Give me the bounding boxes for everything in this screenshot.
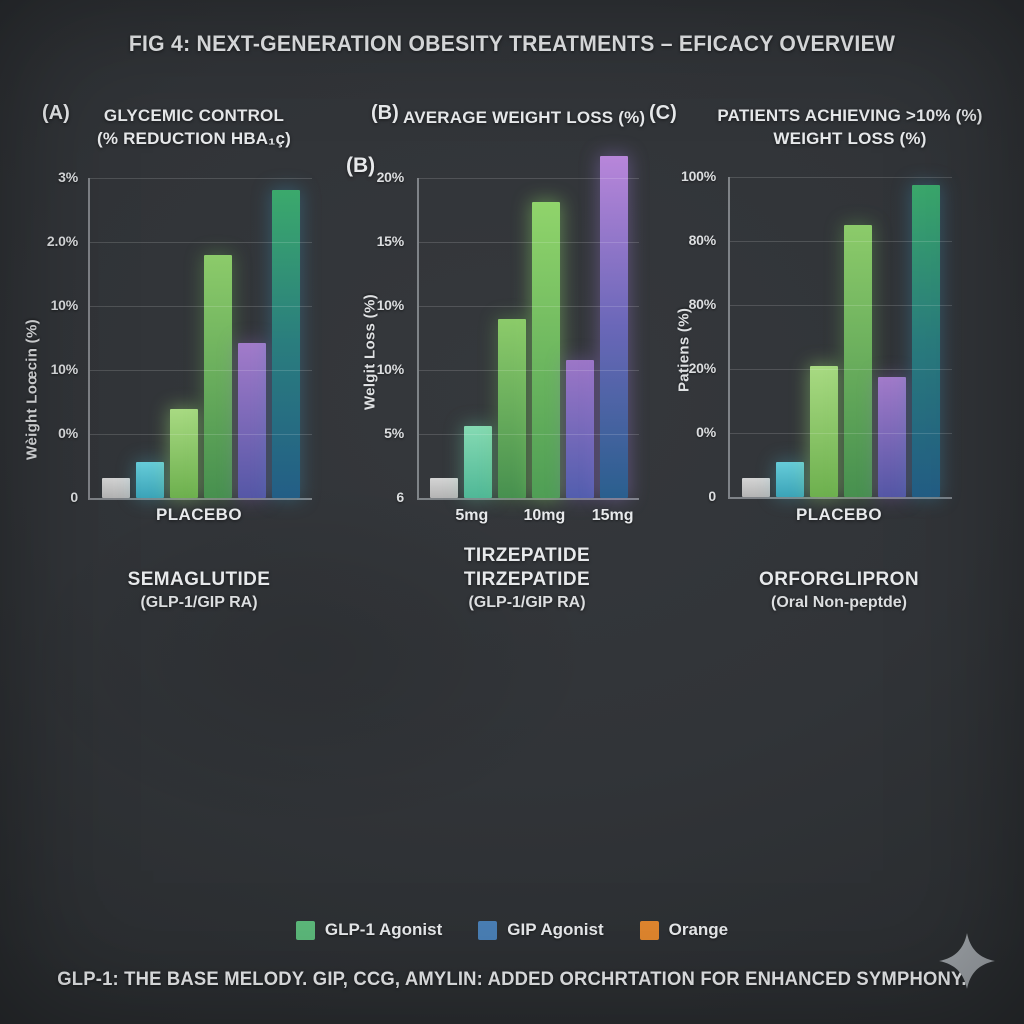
- legend-item: GIP Agonist: [478, 920, 604, 940]
- panel-a-bars: [90, 178, 312, 498]
- teal-bar: [272, 189, 300, 498]
- panel-c-y-ticks: 100% 80% 80% 20% 0% 0: [662, 168, 720, 504]
- purple-bar: [878, 377, 906, 497]
- gridline: [90, 306, 312, 307]
- y-tick-label: 2.0%: [46, 233, 78, 249]
- panel-b-inner-letter: (B): [346, 154, 376, 177]
- mint-bar: [464, 426, 492, 498]
- y-tick-label: 100%: [680, 168, 716, 184]
- panel-a-x-tick: PLACEBO: [156, 505, 242, 524]
- panel-a-y-ticks: 3% 2.0% 10% 10% 0% 0: [28, 169, 82, 505]
- gridline: [419, 242, 639, 243]
- legend-swatch-icon: [478, 920, 498, 940]
- panel-a-caption-sub: (GLP-1/GIP RA): [140, 594, 258, 611]
- green-bar: [498, 318, 526, 498]
- gridline: [419, 370, 639, 371]
- y-tick-label: 0: [70, 489, 78, 505]
- panel-c-caption-name: ORFORGLIPRON: [759, 569, 919, 590]
- gridline: [730, 369, 952, 370]
- gridline: [90, 178, 312, 179]
- teal-bar: [912, 185, 940, 497]
- violet-blue-bar: [600, 155, 628, 498]
- gridline: [730, 433, 952, 434]
- panel-c-title-line1: PATIENTS ACHIEVING >10% (%): [717, 106, 983, 125]
- y-tick-label: 10%: [50, 361, 79, 377]
- legend-label: GLP-1 Agonist: [324, 920, 443, 939]
- y-tick-label: 20%: [376, 169, 405, 185]
- panel-a-caption-name: SEMAGLUTIDE: [127, 569, 271, 590]
- gridline: [730, 177, 952, 178]
- y-tick-label: 10%: [376, 361, 405, 377]
- y-tick-label: 0%: [696, 424, 716, 440]
- cyan-bar: [136, 461, 164, 498]
- light-green-bar: [810, 365, 838, 497]
- y-tick-label: 20%: [688, 360, 717, 376]
- panel-c-title: PATIENTS ACHIEVING >10% (%) WEIGHT LOSS …: [700, 104, 1000, 150]
- gridline: [419, 178, 639, 179]
- green-bar: [204, 254, 232, 498]
- x-tick-label: 10mg: [523, 507, 566, 524]
- x-tick-label: 5mg: [455, 507, 489, 524]
- placebo-bar: [102, 477, 130, 498]
- panel-c-bars: [730, 177, 952, 497]
- panel-a-letter: (A): [42, 102, 70, 124]
- light-green-bar: [170, 409, 198, 498]
- y-tick-label: 6: [396, 489, 404, 505]
- legend-label: GIP Agonist: [507, 920, 604, 939]
- y-tick-label: 80%: [688, 296, 717, 312]
- gridline: [419, 434, 639, 435]
- panel-c-caption-sub: (Oral Non-peptde): [771, 594, 907, 611]
- bright-green-bar: [532, 202, 560, 498]
- gridline: [419, 306, 639, 307]
- panel-b-caption-line2: TIRZEPATIDE: [463, 569, 591, 590]
- panel-b-bars: [419, 155, 639, 498]
- figure-title: FIG 4: NEXT-GENERATION OBESITY TREATMENT…: [128, 31, 896, 56]
- y-tick-label: 10%: [376, 297, 405, 313]
- legend-swatch-icon: [295, 920, 315, 940]
- panel-a-plot: [88, 178, 312, 500]
- panel-b-plot: 5mg 10mg 15mg: [417, 155, 639, 524]
- gridline: [730, 241, 952, 242]
- panel-c-title-line2: WEIGHT LOSS (%): [773, 129, 927, 148]
- legend-label: Orange: [668, 920, 729, 939]
- placebo-bar: [742, 477, 770, 497]
- legend: GLP-1 Agonist GIP Agonist Orange: [0, 920, 1024, 940]
- panel-c-plot: [728, 177, 952, 499]
- purple-bar: [238, 343, 266, 498]
- panel-b-letter: (B): [371, 102, 399, 124]
- y-tick-label: 0: [708, 488, 716, 504]
- gridline: [90, 434, 312, 435]
- panel-a-title: GLYCEMIC CONTROL (% REDUCTION HBA₁ç): [72, 104, 316, 150]
- panel-b-y-ticks: 20% 15% 10% 10% 5% 6: [356, 169, 408, 505]
- panel-b-caption-line1: TIRZEPATIDE: [463, 545, 591, 566]
- y-tick-label: 5%: [384, 425, 404, 441]
- panel-c-letter: (C): [649, 102, 677, 124]
- panel-c-x-tick: PLACEBO: [796, 505, 882, 524]
- legend-item: GLP-1 Agonist: [295, 920, 443, 940]
- y-tick-label: 80%: [688, 232, 717, 248]
- panel-b-title: AVERAGE WEIGHT LOSS (%): [403, 108, 646, 127]
- legend-swatch-icon: [639, 920, 659, 940]
- cyan-bar: [776, 461, 804, 497]
- placebo-bar: [430, 478, 458, 498]
- sparkle-icon: [939, 933, 995, 989]
- indigo-bar: [566, 360, 594, 498]
- panel-b-caption-sub: (GLP-1/GIP RA): [468, 594, 586, 611]
- panel-a-title-line1: GLYCEMIC CONTROL: [103, 106, 285, 125]
- panel-a-title-line2: (% REDUCTION HBA₁ç): [96, 129, 292, 148]
- y-tick-label: 0%: [58, 425, 78, 441]
- gridline: [90, 242, 312, 243]
- y-tick-label: 15%: [376, 233, 405, 249]
- gridline: [90, 370, 312, 371]
- x-tick-label: 15mg: [591, 507, 634, 524]
- legend-item: Orange: [639, 920, 729, 940]
- gridline: [730, 305, 952, 306]
- y-tick-label: 10%: [50, 297, 79, 313]
- figure-footnote: GLP-1: THE BASE MELODY. GIP, CCG, AMYLIN…: [57, 969, 967, 990]
- y-tick-label: 3%: [58, 169, 78, 185]
- green-bar: [844, 225, 872, 497]
